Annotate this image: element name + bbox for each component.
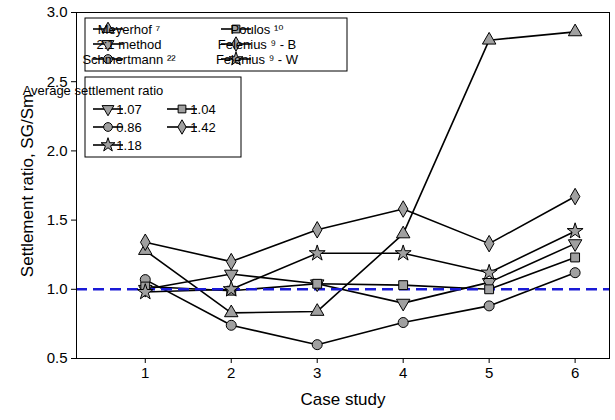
svg-text:6: 6 (571, 364, 579, 381)
svg-text:2: 2 (227, 364, 235, 381)
svg-text:Meyerhof ⁷: Meyerhof ⁷ (98, 22, 161, 37)
svg-text:1.18: 1.18 (116, 138, 141, 153)
svg-text:0.86: 0.86 (116, 120, 141, 135)
svg-text:Average settlement ratio: Average settlement ratio (23, 83, 164, 98)
svg-text:0.5: 0.5 (47, 349, 68, 366)
svg-text:3: 3 (313, 364, 321, 381)
svg-text:Settlement ratio, SG/Sm: Settlement ratio, SG/Sm (18, 94, 37, 277)
svg-text:Poulos ¹⁰: Poulos ¹⁰ (231, 22, 284, 37)
svg-text:Schmertmann ²²: Schmertmann ²² (82, 52, 176, 67)
svg-text:2.5: 2.5 (46, 72, 68, 90)
svg-text:1.0: 1.0 (47, 280, 68, 297)
svg-text:Case study: Case study (300, 390, 386, 409)
svg-text:1: 1 (141, 364, 149, 381)
svg-text:1.42: 1.42 (190, 120, 215, 135)
svg-text:1.04: 1.04 (190, 102, 215, 117)
svg-text:2:1 method: 2:1 method (96, 37, 161, 52)
svg-text:5: 5 (485, 364, 493, 381)
svg-text:1.07: 1.07 (116, 102, 141, 117)
svg-text:3.0: 3.0 (47, 3, 68, 20)
svg-text:Felenius ⁹ - B: Felenius ⁹ - B (218, 37, 297, 52)
svg-text:2.0: 2.0 (47, 142, 68, 159)
svg-text:Felenius ⁹ - W: Felenius ⁹ - W (216, 52, 299, 67)
svg-text:4: 4 (399, 364, 407, 381)
svg-text:1.5: 1.5 (47, 211, 68, 228)
